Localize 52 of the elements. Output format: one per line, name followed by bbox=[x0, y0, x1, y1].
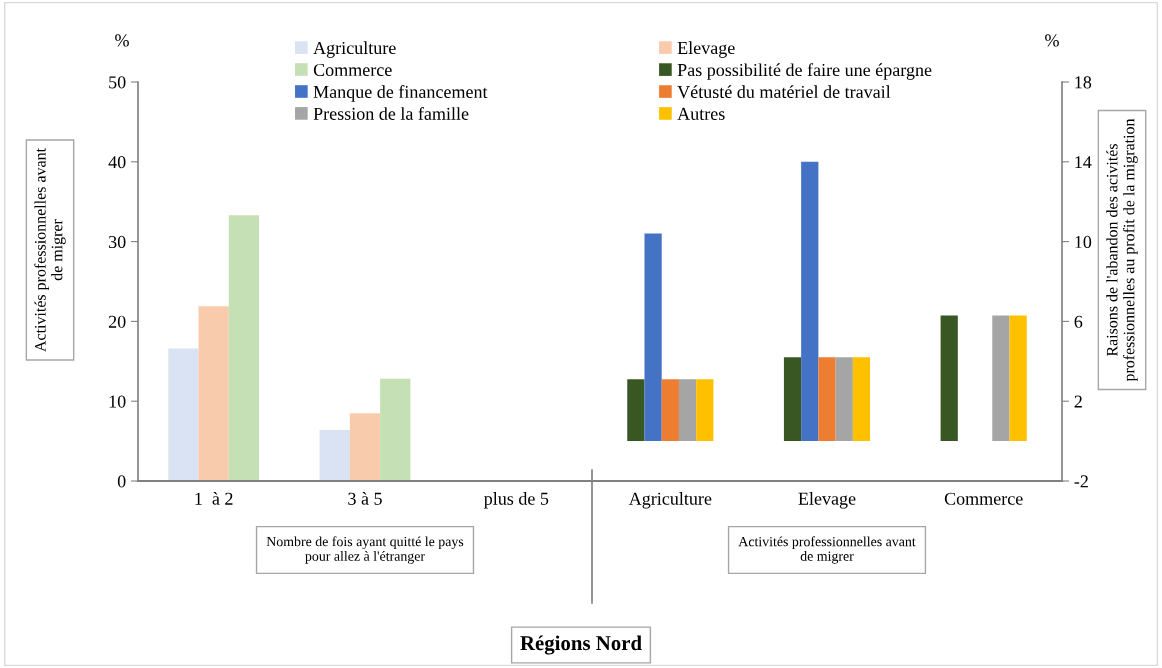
x-tick-label: Commerce bbox=[944, 492, 1023, 505]
x-tick-label: Agriculture bbox=[628, 492, 712, 509]
y-tick-label: 30 bbox=[109, 235, 126, 249]
y2-axis-title: Raisons de l'abandon des acivités professionnelles au profit de la migration bbox=[1106, 118, 1138, 382]
bar bbox=[644, 233, 662, 442]
x-tick-label: plus de 5 bbox=[484, 492, 549, 509]
y2-tick-label: 10 bbox=[1075, 235, 1092, 249]
bar bbox=[1009, 315, 1027, 442]
legend-label: Elevage bbox=[677, 41, 735, 58]
text: Régions Nord bbox=[520, 635, 642, 655]
bar bbox=[801, 161, 819, 442]
y-tick-label: 0 bbox=[117, 475, 126, 488]
x-axis-title: Activités professionnelles avant de migrer bbox=[738, 536, 916, 564]
bar bbox=[992, 315, 1010, 442]
legend-label: Autres bbox=[677, 107, 725, 120]
legend-label: Commerce bbox=[313, 63, 392, 77]
bar bbox=[835, 357, 853, 442]
x-axis-title: Nombre de fois ayant quitté le pays pour allez à l'étranger bbox=[266, 536, 464, 564]
y-tick-label: 50 bbox=[109, 76, 126, 89]
legend-label: Manque de financement bbox=[313, 85, 488, 102]
bar bbox=[168, 348, 199, 481]
y2-tick-label: -2 bbox=[1074, 475, 1088, 488]
x-tick-label: 1 à 2 bbox=[195, 492, 233, 505]
bar bbox=[661, 379, 679, 442]
y-axis-title: Activités professionnelles avant de migrer bbox=[34, 148, 66, 352]
y-tick-label: 10 bbox=[109, 395, 126, 408]
legend-label: Pas possibilité de faire une épargne bbox=[677, 63, 932, 80]
x-tick-label: Elevage bbox=[798, 492, 856, 509]
y2-tick-label: 6 bbox=[1074, 315, 1083, 328]
bar bbox=[783, 357, 802, 442]
y2-tick-label: 18 bbox=[1075, 76, 1092, 89]
bar bbox=[940, 315, 958, 442]
bar bbox=[696, 379, 714, 442]
legend-label: Vétusté du matériel de travail bbox=[677, 85, 891, 99]
y2-tick-label: 14 bbox=[1075, 156, 1092, 169]
x-tick-label: 3 à 5 bbox=[348, 492, 382, 505]
bar bbox=[349, 413, 381, 481]
bar bbox=[380, 378, 411, 481]
bar bbox=[627, 379, 645, 442]
legend-label: Agriculture bbox=[313, 41, 396, 58]
bar bbox=[198, 306, 229, 481]
text: % bbox=[115, 34, 129, 47]
bar bbox=[678, 379, 697, 442]
y-tick-label: 40 bbox=[108, 156, 126, 169]
bar bbox=[852, 357, 871, 442]
bar bbox=[319, 429, 350, 481]
y-tick-label: 20 bbox=[108, 315, 126, 328]
bar bbox=[228, 215, 260, 481]
legend-label: Pression de la famille bbox=[313, 107, 469, 120]
text: % bbox=[1045, 34, 1059, 47]
y2-tick-label: 2 bbox=[1074, 395, 1082, 408]
bar bbox=[818, 357, 836, 442]
